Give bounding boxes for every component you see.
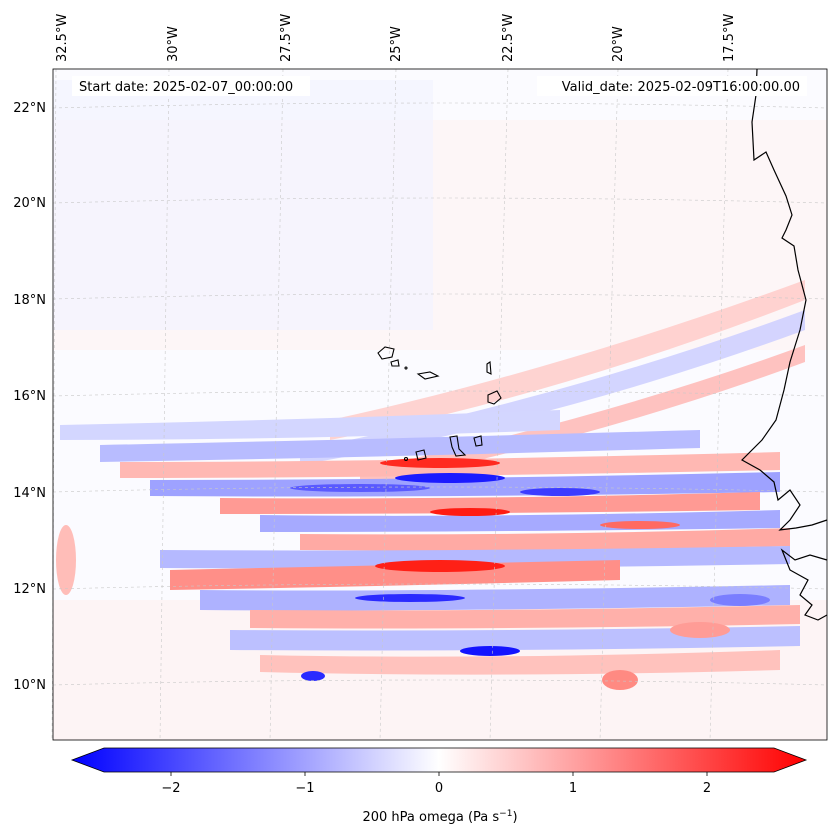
colorbar-tick-label: 1 — [569, 781, 577, 796]
gridline-lon-25 — [379, 68, 397, 741]
omega-streak-red-c — [375, 560, 505, 572]
lon-label-20: 20°W — [611, 26, 626, 62]
lat-label-10: 10°N — [13, 678, 46, 693]
lat-label-16: 16°N — [13, 389, 46, 404]
lon-label-22-5: 22.5°W — [501, 14, 516, 62]
omega-streak-blue-d — [355, 594, 465, 602]
colorbar-label-end: ) — [512, 810, 517, 825]
island-boa-vista — [487, 390, 502, 405]
lat-label-20: 20°N — [13, 196, 46, 211]
lon-label-25: 25°W — [389, 26, 404, 62]
gridline-lat-12 — [52, 583, 828, 590]
africa-coastline-south — [780, 548, 828, 621]
omega-streak-blue-a — [395, 473, 505, 483]
omega-streak-blue-g — [710, 594, 770, 606]
gridline-lat-16 — [52, 390, 828, 397]
colorbar-tick-label: −2 — [161, 781, 180, 796]
omega-streak-red-a — [380, 458, 500, 468]
gridline-lat-22 — [52, 102, 828, 109]
omega-band-red-3 — [300, 528, 790, 551]
omega-band-red-4 — [170, 560, 620, 590]
gridline-lat-10 — [52, 679, 828, 686]
longitude-labels: 32.5°W 30°W 27.5°W 25°W 22.5°W 20°W 17.5… — [55, 14, 737, 62]
map-plot-area — [51, 68, 828, 741]
lon-label-17-5: 17.5°W — [722, 14, 737, 62]
omega-band-blue-2 — [100, 430, 700, 462]
omega-band-red-5 — [250, 605, 800, 629]
colorbar-label: 200 hPa omega (Pa s−1) — [362, 809, 517, 825]
lat-label-12: 12°N — [13, 582, 46, 597]
omega-streak-red-g — [56, 525, 76, 595]
valid-date-text: Valid_date: 2025-02-09T16:00:00.00 — [562, 80, 800, 95]
island-santo-antao — [377, 346, 395, 360]
gridline-lat-20 — [52, 197, 828, 204]
colorbar-body — [70, 747, 808, 773]
lon-label-27-5: 27.5°W — [279, 14, 294, 62]
valid-date-box — [537, 76, 807, 96]
island-santa-luzia — [404, 366, 408, 370]
omega-streak-red-b — [430, 508, 510, 516]
colorbar-ticks: −2 −1 0 1 2 — [161, 772, 711, 796]
colorbar-tick-label: −1 — [295, 781, 314, 796]
omega-band-blue-6 — [200, 585, 790, 611]
omega-streak-blue-b — [290, 484, 430, 492]
colorbar: −2 −1 0 1 2 200 hPa omega (Pa s−1) — [70, 747, 808, 825]
island-sal — [486, 361, 492, 375]
island-maio — [473, 435, 483, 447]
omega-band-blue-1 — [60, 410, 560, 440]
lon-label-30: 30°W — [166, 26, 181, 62]
omega-streak-blue-c — [520, 488, 600, 496]
gridline-lon-17-5 — [709, 68, 729, 741]
gridline-lat-18 — [52, 293, 828, 300]
colorbar-tick-label: 2 — [703, 781, 711, 796]
omega-band-red-ne1 — [330, 280, 805, 440]
start-date-box — [72, 76, 310, 96]
omega-band-blue-5 — [160, 546, 790, 569]
omega-streak-red-d — [600, 521, 680, 529]
gridline-lon-22-5 — [489, 68, 509, 741]
island-sao-nicolau — [416, 371, 440, 380]
gridline-lon-30 — [159, 68, 170, 741]
island-fogo — [415, 449, 427, 461]
lat-label-22: 22°N — [13, 101, 46, 116]
omega-faint-blue-northwest — [53, 80, 433, 330]
colorbar-label-exponent: −1 — [499, 809, 512, 819]
africa-coastline — [741, 68, 828, 531]
lat-label-18: 18°N — [13, 293, 46, 308]
omega-band-red-2 — [220, 492, 760, 514]
omega-streak-red-f — [670, 622, 730, 638]
lon-label-32-5: 32.5°W — [55, 14, 70, 62]
island-brava — [403, 456, 409, 462]
omega-streak-blue-f — [301, 671, 325, 681]
island-sao-vicente — [390, 359, 400, 367]
colorbar-label-main: 200 hPa omega (Pa s — [362, 810, 499, 825]
start-date-text: Start date: 2025-02-07_00:00:00 — [79, 80, 293, 95]
cape-verde-islands — [377, 346, 502, 462]
plot-frame — [52, 68, 828, 741]
omega-streak-red-e — [602, 670, 638, 690]
lat-label-14: 14°N — [13, 486, 46, 501]
latitude-labels: 22°N 20°N 18°N 16°N 14°N 12°N 10°N — [13, 101, 46, 693]
island-santiago — [449, 435, 467, 457]
gridline-lon-20 — [599, 68, 619, 741]
omega-streak-blue-e — [460, 646, 520, 656]
omega-field — [53, 80, 827, 740]
omega-band-red-6 — [260, 650, 780, 675]
colorbar-tick-label: 0 — [435, 781, 443, 796]
gridline-lon-27-5 — [269, 68, 284, 741]
omega-band-blue-7 — [230, 626, 800, 651]
